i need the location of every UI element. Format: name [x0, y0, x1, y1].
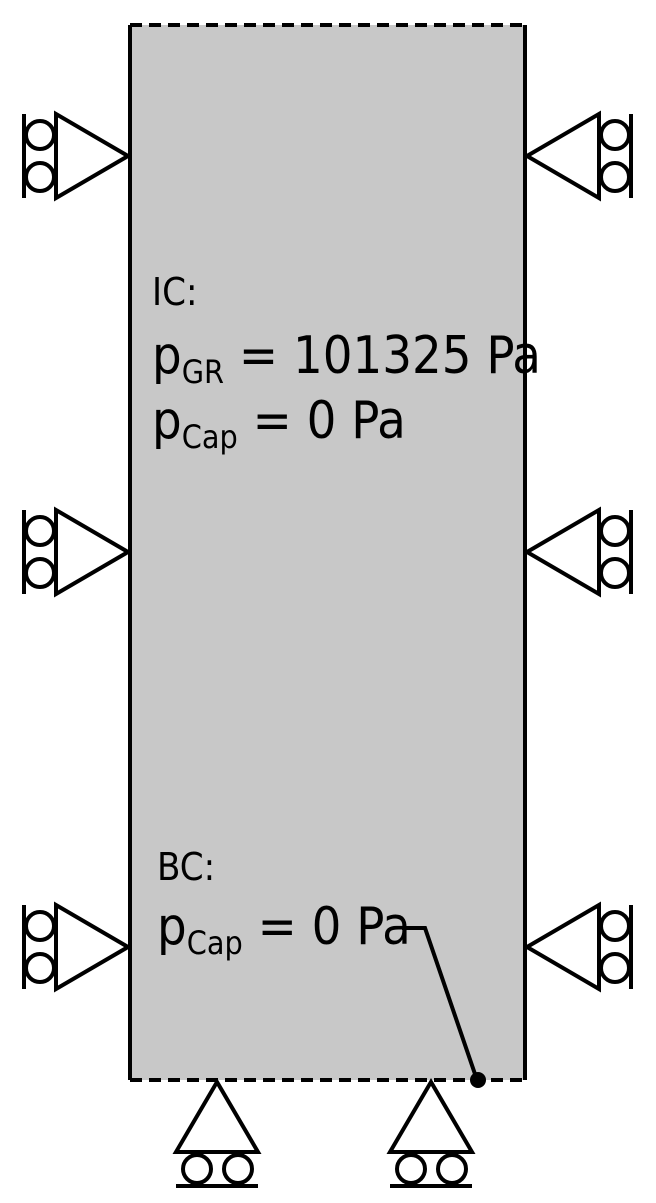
ic-pressure-capillary-subscript: Cap	[182, 418, 238, 456]
ic-pressure-gas-subscript: GR	[182, 353, 224, 391]
ic-heading: IC:	[152, 270, 197, 314]
bottom-roller-support-2	[386, 1078, 476, 1188]
bc-pressure-capillary-subscript: Cap	[187, 924, 243, 962]
left-roller-support-3	[22, 901, 132, 993]
left-roller-support-2	[22, 506, 132, 598]
left-roller-support-1	[22, 110, 132, 202]
ic-pressure-capillary-symbol: p	[152, 391, 182, 451]
right-roller-support-3	[523, 901, 633, 993]
bc-point-marker	[470, 1072, 486, 1088]
ic-pressure-gas: pGR = 101325 Pa	[152, 326, 541, 391]
bottom-roller-support-1	[172, 1078, 262, 1188]
bc-pressure-capillary: pCap = 0 Pa	[157, 897, 411, 962]
bc-pressure-capillary-value: = 0 Pa	[243, 897, 411, 957]
domain-body	[130, 25, 525, 1080]
right-roller-support-1	[523, 110, 633, 202]
ic-pressure-gas-value: = 101325 Pa	[224, 326, 541, 386]
bc-leader-line	[402, 926, 478, 1078]
ic-pressure-capillary: pCap = 0 Pa	[152, 391, 406, 456]
ic-pressure-capillary-value: = 0 Pa	[238, 391, 406, 451]
bc-pressure-capillary-symbol: p	[157, 897, 187, 957]
right-roller-support-2	[523, 506, 633, 598]
ic-pressure-gas-symbol: p	[152, 326, 182, 386]
bc-heading: BC:	[157, 845, 215, 889]
